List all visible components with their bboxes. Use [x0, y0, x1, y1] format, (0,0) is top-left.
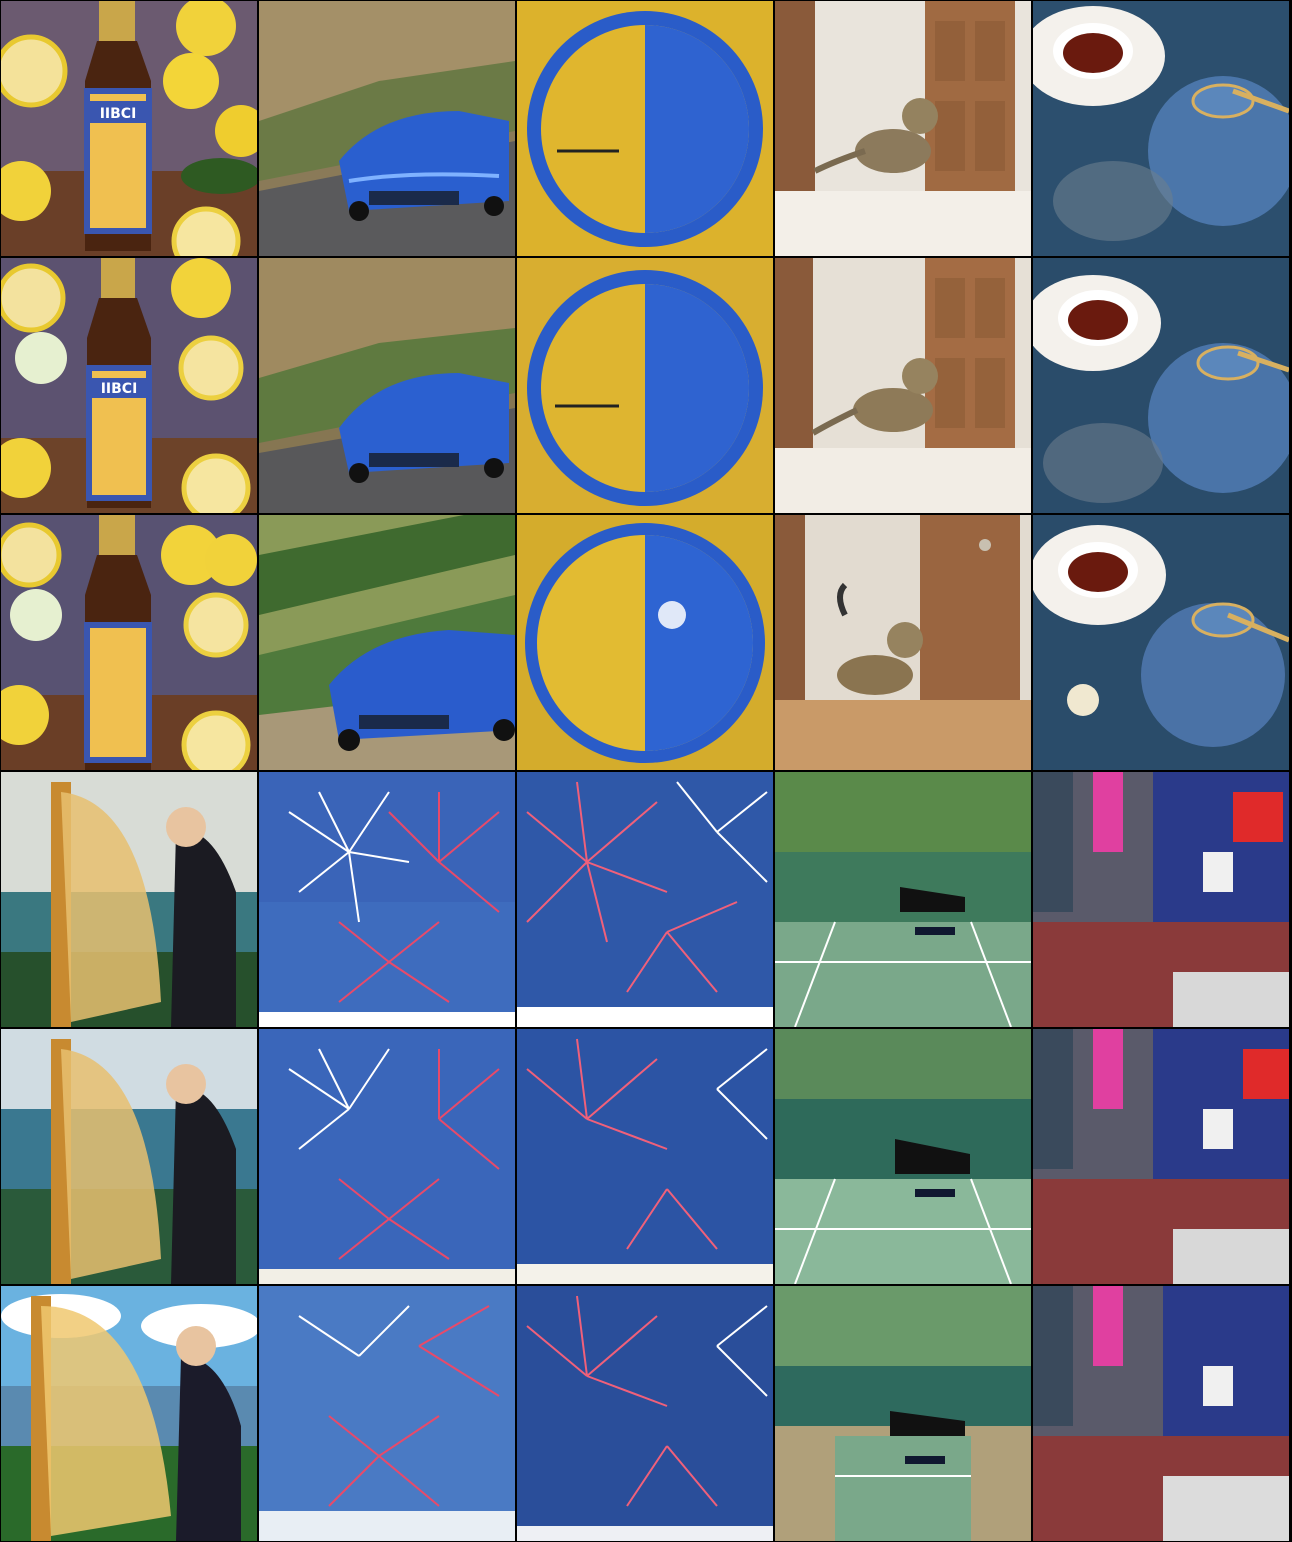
piano-tennis-court-image: [775, 772, 1031, 1027]
piano-tennis-court-image: [775, 1286, 1031, 1541]
times-square-image: [1033, 1029, 1289, 1284]
beer-bottle-lemons-image: IIBCI: [1, 258, 257, 513]
fireworks-image: [517, 772, 773, 1027]
harpist-image: [1, 1286, 257, 1541]
bottle-label-text: IIBCI: [101, 381, 138, 397]
circle-logo-image: [517, 258, 773, 513]
beer-bottle-lemons-image: IIBCI: [1, 1, 257, 256]
blue-teapot-image: [1033, 1, 1289, 256]
bottle-label-text: IIBCI: [100, 106, 137, 122]
circle-logo-image: [517, 515, 773, 770]
beer-bottle-lemons-image: [1, 515, 257, 770]
fireworks-image: [259, 772, 515, 1027]
harpist-image: [1, 772, 257, 1027]
blue-teapot-image: [1033, 258, 1289, 513]
harpist-image: [1, 1029, 257, 1284]
blue-convertible-image: [259, 258, 515, 513]
fireworks-image: [259, 1029, 515, 1284]
blue-convertible-image: [259, 515, 515, 770]
blue-teapot-image: [1033, 515, 1289, 770]
tabby-cat-image: [775, 258, 1031, 513]
blue-convertible-image: [259, 1, 515, 256]
times-square-image: [1033, 1286, 1289, 1541]
fireworks-image: [259, 1286, 515, 1541]
times-square-image: [1033, 772, 1289, 1027]
fireworks-image: [517, 1029, 773, 1284]
tabby-cat-image: [775, 515, 1031, 770]
piano-tennis-court-image: [775, 1029, 1031, 1284]
circle-logo-image: [517, 1, 773, 256]
fireworks-image: [517, 1286, 773, 1541]
tabby-cat-image: [775, 1, 1031, 256]
